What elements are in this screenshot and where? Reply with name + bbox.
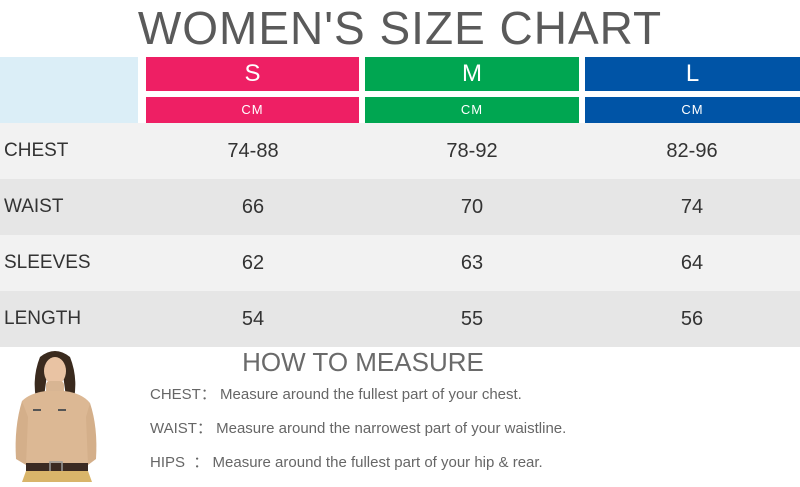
- row-label: SLEEVES: [4, 252, 91, 273]
- table-row-chest: CHEST 74-88 78-92 82-96: [0, 123, 800, 179]
- measure-text: Measure around the fullest part of your …: [212, 454, 543, 471]
- size-header-s: S: [146, 57, 359, 91]
- how-to-measure-title: HOW TO MEASURE: [242, 347, 484, 377]
- cell-value: 78-92: [446, 140, 498, 162]
- cell-value: 66: [241, 196, 265, 218]
- size-header-l: L: [585, 57, 800, 91]
- table-row-waist: WAIST 66 70 74: [0, 179, 800, 235]
- cell-value: 74-88: [227, 140, 279, 162]
- header-corner-cell: [0, 57, 138, 123]
- cell-value: 74: [680, 196, 704, 218]
- row-label: CHEST: [4, 140, 69, 161]
- measure-label: WAIST：: [150, 420, 212, 437]
- table-row-sleeves: SLEEVES 62 63 64: [0, 235, 800, 291]
- measure-line-chest: CHEST： Measure around the fullest part o…: [150, 385, 522, 405]
- unit-header-l: CM: [585, 97, 800, 123]
- cell-value: 70: [460, 196, 484, 218]
- unit-header-m: CM: [365, 97, 579, 123]
- measure-label: HIPS ：: [150, 454, 209, 471]
- measure-label: CHEST：: [150, 386, 216, 403]
- measure-text: Measure around the narrowest part of you…: [216, 420, 567, 437]
- cell-value: 63: [460, 252, 484, 274]
- row-label: LENGTH: [4, 308, 82, 329]
- table-row-length: LENGTH 54 55 56: [0, 291, 800, 347]
- unit-header-s: CM: [146, 97, 359, 123]
- cell-value: 54: [241, 308, 265, 330]
- cell-value: 64: [680, 252, 704, 274]
- chart-title: WOMEN'S SIZE CHART: [137, 2, 663, 54]
- cell-value: 56: [680, 308, 704, 330]
- row-label: WAIST: [4, 196, 64, 217]
- cell-value: 82-96: [666, 140, 718, 162]
- cell-value: 55: [460, 308, 484, 330]
- measure-line-waist: WAIST： Measure around the narrowest part…: [150, 419, 566, 439]
- cell-value: 62: [241, 252, 265, 274]
- measure-line-hips: HIPS ： Measure around the fullest part o…: [150, 453, 543, 473]
- measure-text: Measure around the fullest part of your …: [220, 386, 522, 403]
- size-header-m: M: [365, 57, 579, 91]
- model-photo: [0, 347, 120, 482]
